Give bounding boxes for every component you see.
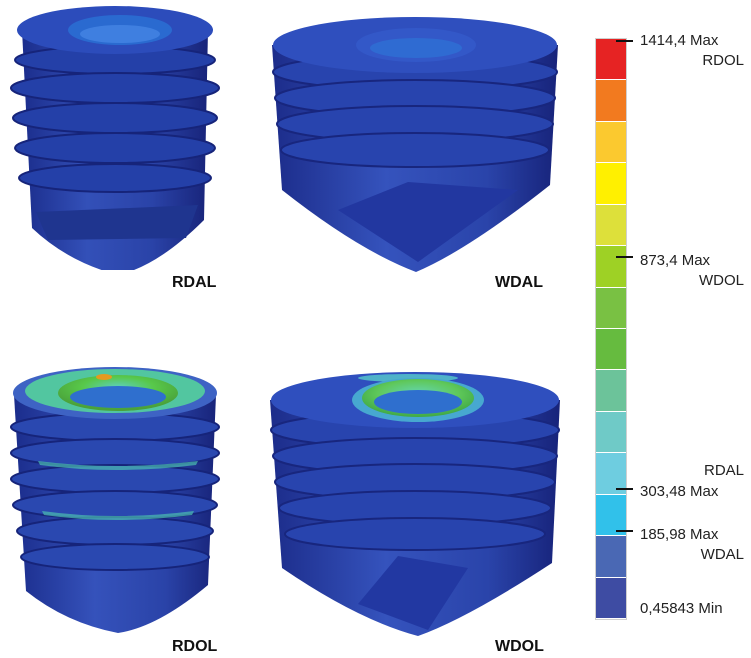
panel-caption-wdal: WDAL [495,274,543,291]
scale-band [596,39,626,81]
scale-band [596,287,626,329]
scale-band [596,329,626,371]
scale-band [596,494,626,537]
scale-label-max-rdal-name: RDAL [703,462,744,479]
scale-label-max-wdol-name: WDOL [699,272,744,289]
panel-caption-rdol: RDOL [172,638,218,655]
implant-wdol-model [268,368,563,636]
panel-caption-wdol: WDOL [495,638,544,655]
scale-label-max-wdol-value: 873,4 Max [640,252,711,269]
implant-rdol-model [8,365,223,635]
scale-tick-max-rdol [616,40,633,42]
scale-band [596,577,626,619]
scale-band [596,536,626,578]
scale-band [596,80,626,122]
scale-tick-max-wdol [616,256,633,258]
stress-color-scale [595,38,627,620]
scale-band [596,204,626,247]
scale-band [596,163,626,205]
scale-label-max-wdal-value: 185,98 Max [640,526,719,543]
scale-tick-max-wdal [616,530,633,532]
scale-tick-max-rdal [616,488,633,490]
scale-label-max-rdol-name: RDOL [702,52,744,69]
implant-rdal-model [8,0,223,270]
implant-wdal-model [268,0,563,272]
scale-band [596,246,626,288]
scale-band [596,453,626,495]
scale-label-max-rdol-value: 1414,4 Max [640,32,719,49]
scale-label-max-rdal-value: 303,48 Max [640,483,719,500]
panel-caption-rdal: RDAL [172,274,217,291]
scale-label-max-wdal-name: WDAL [700,546,744,563]
scale-band [596,411,626,454]
scale-band [596,370,626,412]
scale-band [596,121,626,164]
scale-label-min-value: 0,45843 Min [640,600,723,617]
